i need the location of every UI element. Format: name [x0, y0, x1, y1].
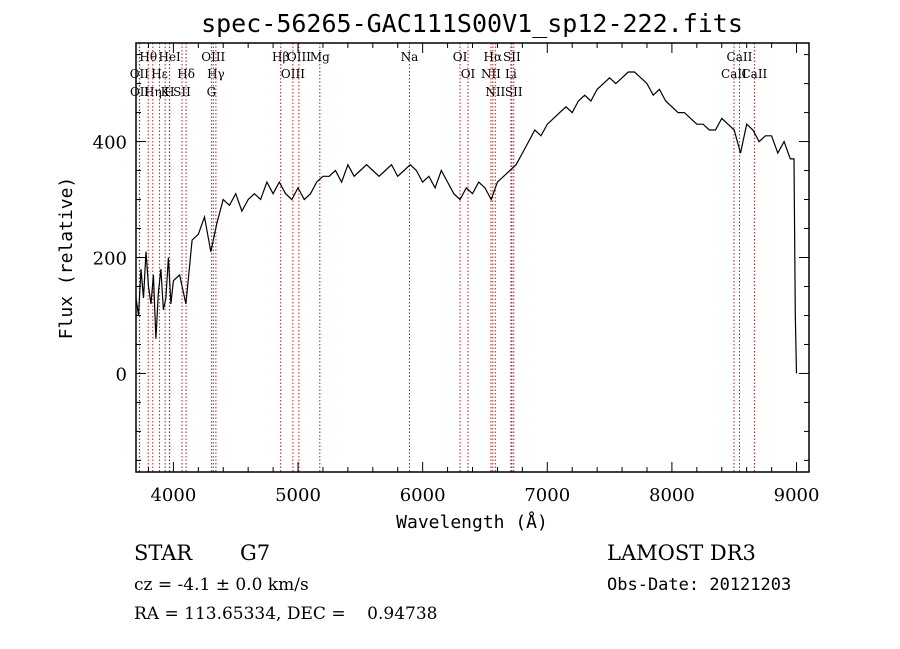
spectral-line-label: OIII — [201, 50, 225, 64]
y-axis-label: Flux (relative) — [56, 177, 77, 340]
spectral-line-label: SII — [505, 85, 523, 99]
spectral-line-label: OIII — [281, 67, 305, 81]
object-subclass: G7 — [240, 541, 270, 565]
y-axis-ticks: 0 200 400 — [93, 54, 809, 461]
x-axis-ticks: 4000 5000 6000 7000 8000 9000 — [147, 43, 820, 506]
spectral-line-labels: HθOIIOIIHεKHeIHHηHδSIIOIIIHγGHβOIIIOIIIM… — [130, 50, 768, 99]
obs-date: Obs-Date: 20121203 — [607, 575, 791, 595]
spectral-line-label: Li — [505, 67, 517, 81]
spectral-line-label: Hδ — [177, 67, 195, 81]
spectral-line-label: OI — [461, 67, 476, 81]
spectral-line-label: CaII — [727, 50, 753, 64]
spectral-line-label: OII — [130, 85, 150, 99]
spectral-line-label: Hγ — [207, 67, 225, 81]
spectral-line-label: SII — [503, 50, 521, 64]
plot-frame — [135, 42, 810, 473]
x-tick-label: 6000 — [400, 485, 446, 506]
spectral-line-label: OIII — [287, 50, 311, 64]
x-tick-label: 8000 — [649, 485, 695, 506]
spectral-line-label: Hθ — [139, 50, 157, 64]
spectral-line-label: Na — [401, 50, 419, 64]
redshift-value: cz = -4.1 ± 0.0 km/s — [134, 575, 309, 595]
x-tick-label: 5000 — [275, 485, 321, 506]
spectral-line-label: NII — [485, 85, 505, 99]
survey-name: LAMOST DR3 — [607, 541, 756, 565]
spectral-line-label: K — [161, 85, 171, 99]
spectral-line-label: Hβ — [272, 50, 289, 64]
object-class: STAR — [134, 541, 193, 565]
y-tick-label: 400 — [93, 133, 127, 154]
x-tick-label: 9000 — [774, 485, 820, 506]
spectral-line-label: OI — [453, 50, 468, 64]
spectral-line-label: NII — [481, 67, 501, 81]
coordinates: RA = 113.65334, DEC = 0.94738 — [134, 604, 437, 624]
spectral-line-label: Hε — [151, 67, 168, 81]
spectral-line-label: CaII — [721, 67, 747, 81]
x-tick-label: 7000 — [524, 485, 570, 506]
x-tick-label: 4000 — [150, 485, 196, 506]
spectral-line-label: Hη — [144, 85, 162, 99]
spectral-line-label: Hα — [484, 50, 503, 64]
spectral-line-label: SII — [173, 85, 191, 99]
x-axis-label: Wavelength (Å) — [396, 511, 548, 533]
spectral-line-label: HeI — [158, 50, 181, 64]
flux-series — [135, 71, 798, 374]
spectral-line-label: CaII — [741, 67, 767, 81]
spectral-line-label: Mg — [310, 50, 330, 64]
spectral-line-label: G — [207, 85, 217, 99]
chart-title: spec-56265-GAC111S00V1_sp12-222.fits — [201, 9, 743, 38]
spectral-line-markers — [138, 43, 755, 472]
y-tick-label: 0 — [116, 364, 127, 385]
spectral-line-label: OII — [130, 67, 150, 81]
spectral-line-label: H — [164, 85, 174, 99]
y-tick-label: 200 — [93, 249, 127, 270]
